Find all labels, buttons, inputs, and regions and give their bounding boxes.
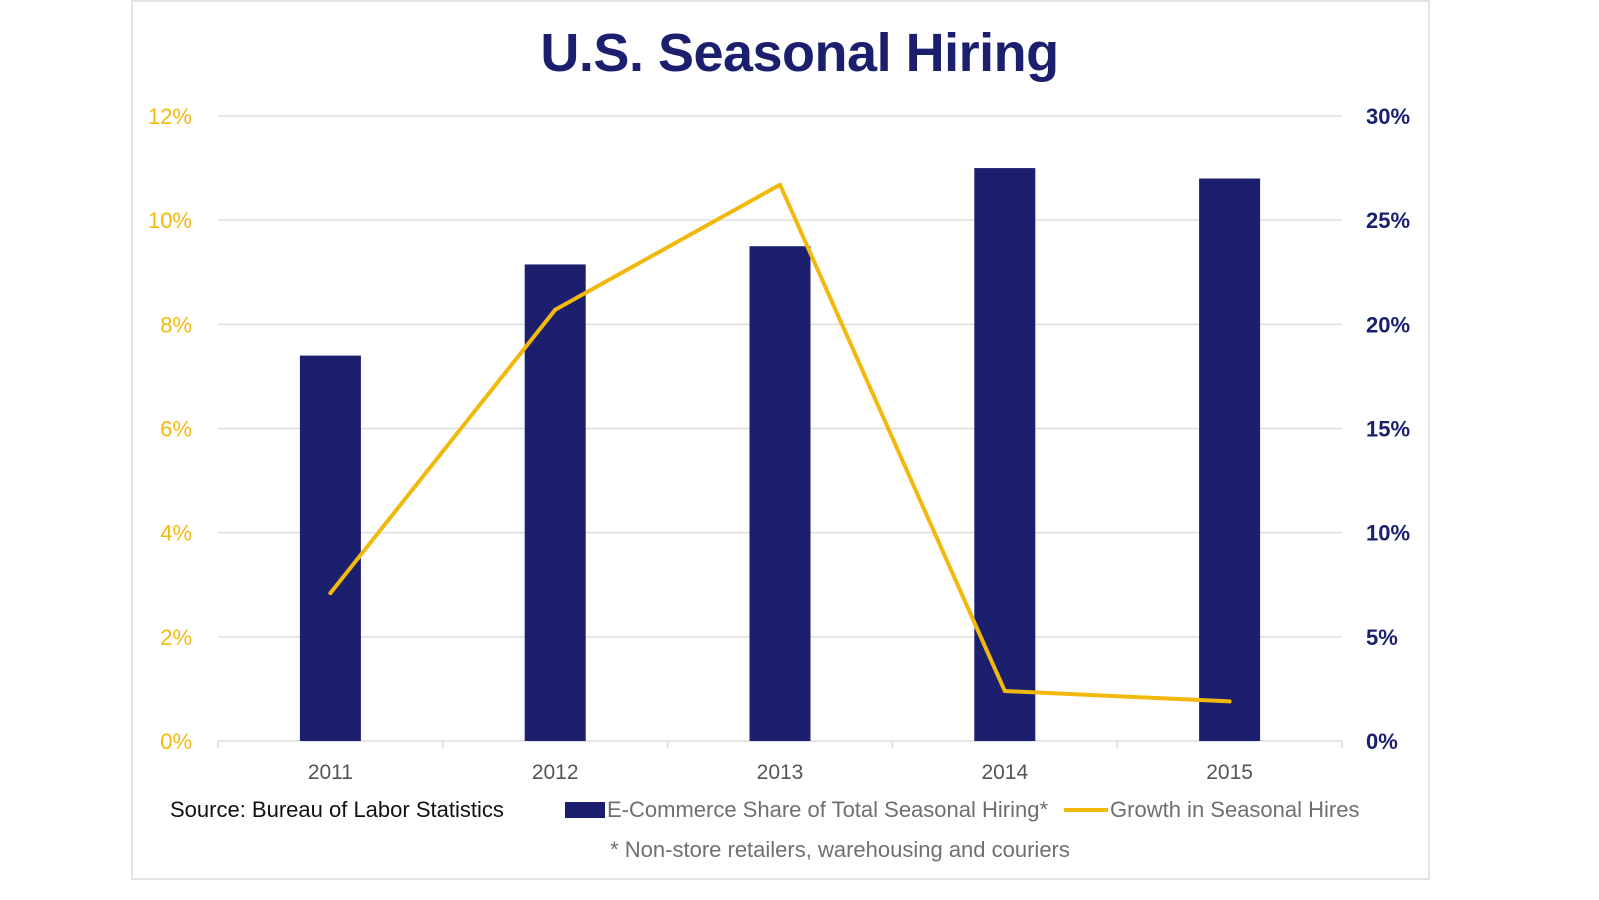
line-point [778, 182, 782, 187]
bar [749, 246, 811, 742]
bar [524, 264, 586, 741]
left-axis-tick-label: 12% [148, 104, 192, 129]
left-axis-tick-label: 8% [160, 312, 192, 337]
legend-label-bar: E-Commerce Share of Total Seasonal Hirin… [607, 797, 1049, 822]
x-axis-tick-label: 2013 [757, 761, 804, 784]
left-axis-tick-label: 2% [160, 625, 192, 650]
line-point [1002, 689, 1007, 693]
left-axis-tick-label: 6% [160, 417, 192, 442]
bar-series [299, 168, 1261, 742]
bar [974, 168, 1036, 742]
line-series [328, 182, 1232, 704]
legend-swatch-line [1064, 808, 1109, 812]
right-axis-tick-label: 30% [1366, 104, 1410, 129]
chart-title: U.S. Seasonal Hiring [540, 23, 1059, 83]
x-axis: 2011 2012 2013 2014 2015 [217, 741, 1343, 784]
legend-label-line: Growth in Seasonal Hires [1110, 797, 1360, 822]
right-axis-tick-label: 10% [1366, 521, 1410, 546]
right-axis-tick-label: 0% [1366, 729, 1398, 754]
left-axis-tick-label: 0% [160, 729, 192, 754]
right-axis-tick-label: 15% [1366, 417, 1410, 442]
right-axis-tick-label: 25% [1366, 208, 1410, 233]
line-point [553, 307, 558, 312]
source-note: Source: Bureau of Labor Statistics [170, 797, 504, 822]
right-axis: 0% 5% 10% 15% 20% 25% 30% [1366, 104, 1410, 754]
left-axis-tick-label: 10% [148, 208, 192, 233]
line-point [328, 591, 333, 596]
right-axis-tick-label: 5% [1366, 625, 1398, 650]
left-axis: 0% 2% 4% 6% 8% 10% 12% [148, 104, 192, 754]
x-axis-tick-label: 2011 [308, 761, 353, 784]
x-axis-tick-label: 2014 [981, 761, 1028, 784]
bar [1199, 178, 1261, 741]
bar [299, 355, 361, 741]
footnote: * Non-store retailers, warehousing and c… [610, 837, 1070, 862]
x-axis-tick-label: 2015 [1206, 761, 1253, 784]
legend-swatch-bar [565, 802, 605, 818]
left-axis-tick-label: 4% [160, 521, 192, 546]
line-point [1227, 699, 1232, 704]
legend: E-Commerce Share of Total Seasonal Hirin… [565, 797, 1359, 823]
x-axis-tick-label: 2012 [532, 761, 579, 784]
right-axis-tick-label: 20% [1366, 312, 1410, 337]
